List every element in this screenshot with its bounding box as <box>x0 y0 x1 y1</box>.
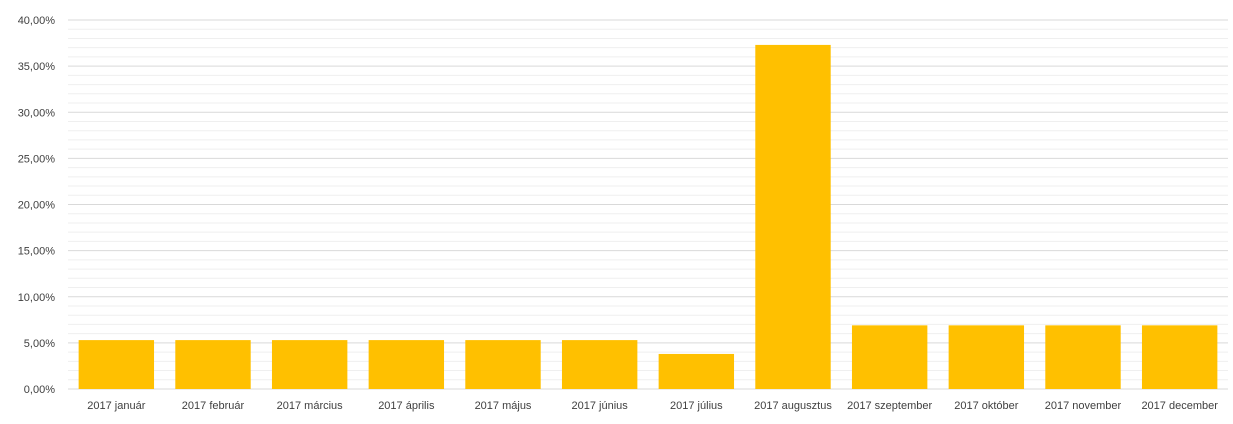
bar <box>948 325 1025 389</box>
y-tick-label: 35,00% <box>18 61 56 73</box>
x-category-label: 2017 augusztus <box>754 400 832 412</box>
x-category-label: 2017 október <box>954 400 1019 412</box>
bar <box>561 340 638 389</box>
bar <box>368 340 445 389</box>
bar <box>1141 325 1218 389</box>
minor-gridlines <box>68 28 1228 381</box>
y-tick-label: 15,00% <box>18 246 56 258</box>
x-category-label: 2017 november <box>1045 400 1122 412</box>
bar <box>755 44 831 389</box>
bar <box>465 340 541 389</box>
x-category-label: 2017 április <box>378 400 435 412</box>
x-category-label: 2017 május <box>475 400 532 412</box>
y-tick-label: 40,00% <box>18 15 56 27</box>
y-tick-label: 0,00% <box>24 384 55 396</box>
y-tick-label: 5,00% <box>24 338 55 350</box>
bar <box>175 340 251 389</box>
y-tick-label: 10,00% <box>18 292 56 304</box>
bar <box>1045 325 1121 389</box>
bar <box>271 340 348 389</box>
major-gridlines <box>68 19 1228 390</box>
x-category-label: 2017 szeptember <box>847 400 932 412</box>
x-category-label: 2017 július <box>670 400 723 412</box>
bar <box>78 340 155 389</box>
bar <box>658 353 735 389</box>
y-tick-label: 30,00% <box>18 107 56 119</box>
bar <box>851 325 928 389</box>
x-category-label: 2017 március <box>277 400 344 412</box>
x-category-label: 2017 június <box>572 400 629 412</box>
x-category-label: 2017 december <box>1141 400 1218 412</box>
x-category-label: 2017 január <box>87 400 145 412</box>
x-category-label: 2017 február <box>182 400 245 412</box>
y-tick-label: 25,00% <box>18 153 56 165</box>
y-axis-tick-labels: 0,00% 5,00% 10,00% 15,00% 20,00% 25,00% 30,00%… <box>18 15 56 396</box>
y-tick-label: 20,00% <box>18 200 56 212</box>
x-axis-category-labels: 2017 január 2017 február 2017 március 2017 … <box>87 400 1218 412</box>
bars <box>78 44 1218 389</box>
